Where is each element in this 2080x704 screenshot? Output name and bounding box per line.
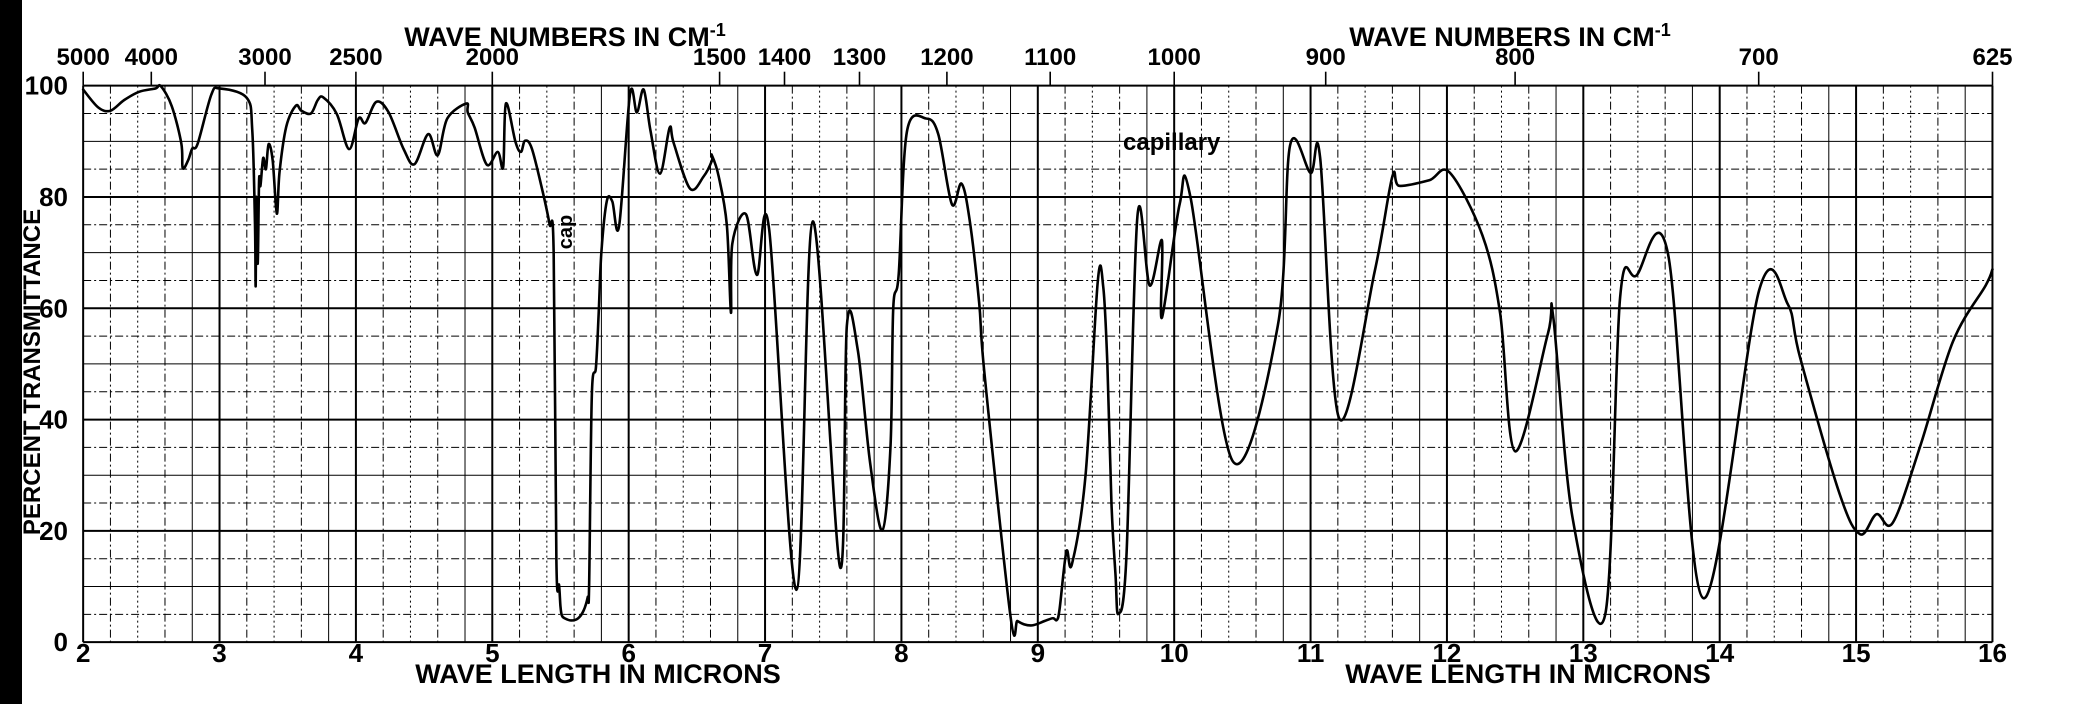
svg-text:PERCENT TRANSMITTANCE: PERCENT TRANSMITTANCE [19,209,46,535]
svg-text:11: 11 [1297,638,1325,668]
svg-text:8: 8 [894,638,908,668]
svg-text:1400: 1400 [758,44,811,71]
svg-text:5000: 5000 [57,44,110,71]
svg-text:4000: 4000 [125,44,178,71]
svg-text:9: 9 [1031,638,1045,668]
svg-text:capillary: capillary [1123,129,1221,156]
svg-text:3000: 3000 [238,44,291,71]
svg-text:WAVE NUMBERS IN CM-1: WAVE NUMBERS IN CM-1 [1349,20,1671,52]
svg-text:1100: 1100 [1024,44,1076,71]
svg-text:WAVE NUMBERS IN CM-1: WAVE NUMBERS IN CM-1 [404,20,726,52]
svg-text:700: 700 [1739,44,1779,71]
svg-text:15: 15 [1842,638,1871,668]
svg-text:4: 4 [349,638,364,668]
svg-text:0: 0 [54,627,68,657]
svg-text:1300: 1300 [833,44,886,71]
svg-text:cap: cap [555,215,577,249]
svg-text:WAVE LENGTH IN MICRONS: WAVE LENGTH IN MICRONS [1345,659,1711,689]
svg-text:900: 900 [1306,44,1346,71]
svg-text:16: 16 [1978,638,2007,668]
svg-text:80: 80 [39,182,68,212]
svg-text:100: 100 [25,71,68,101]
svg-text:2: 2 [76,638,90,668]
svg-text:10: 10 [1160,638,1189,668]
svg-text:2500: 2500 [329,44,382,71]
svg-text:1200: 1200 [920,44,973,71]
svg-text:625: 625 [1972,44,2012,71]
svg-text:WAVE LENGTH IN MICRONS: WAVE LENGTH IN MICRONS [415,659,781,689]
svg-text:3: 3 [212,638,226,668]
svg-text:1000: 1000 [1148,44,1201,71]
